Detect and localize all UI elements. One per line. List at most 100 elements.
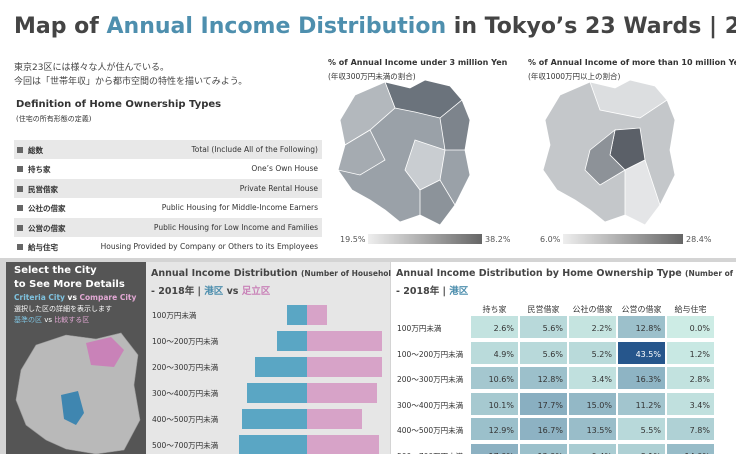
ownership-key: 民営借家: [17, 184, 58, 194]
bar-compare: [307, 331, 382, 351]
ownership-row: 公社の借家 Public Housing for Middle-Income Ea…: [14, 198, 322, 217]
category-label: 400～500万円未満: [152, 414, 219, 424]
row-label: 300～400万円未満: [397, 400, 464, 410]
selector-title-line: Select the City: [14, 265, 97, 276]
heatmap-cell: 8.1%: [617, 442, 666, 454]
selector-line: Criteria City vs Compare City: [14, 293, 136, 302]
maps: [337, 79, 683, 244]
map-subtitle: (年収1000万円以上の割合): [528, 72, 621, 81]
row-label: 100～200万円未満: [397, 349, 464, 359]
heatmap-cell: 2.6%: [470, 315, 519, 339]
vs: vs: [42, 316, 55, 324]
bar-criteria: [242, 409, 307, 429]
selector-map: [15, 332, 141, 454]
heatmap-title: Annual Income Distribution by Home Owner…: [396, 268, 736, 279]
compare: 比較する区: [54, 316, 90, 324]
compare: Compare City: [79, 293, 137, 302]
ownership-row: 総数 Total (Include All of the Following): [14, 140, 322, 159]
section-title: Definition of Home Ownership Types: [16, 99, 222, 110]
title-part: Map of: [14, 14, 107, 39]
heatmap-cell: 5.6%: [519, 315, 568, 339]
map-title: % of Annual Income of more than 10 milli…: [528, 58, 736, 67]
ownership-key: 持ち家: [17, 165, 51, 175]
heatmap-cell: 10.6%: [470, 366, 519, 390]
heatmap-cell: 12.9%: [519, 442, 568, 454]
title-part: in Tokyo’s 23 Wards | 2018: [453, 14, 736, 39]
category-label: 500～700万円未満: [152, 440, 219, 450]
ownership-row: 給与住宅 Housing Provided by Company or Other…: [14, 237, 322, 256]
legend-compare: 足立区: [241, 286, 271, 297]
section-subtitle: (住宅の所有形態の定義): [16, 115, 92, 123]
title-note: (Number of Households): [685, 269, 736, 278]
category-label: 200～300万円未満: [152, 362, 219, 372]
heatmap-cell: 2.2%: [568, 315, 617, 339]
bar-criteria: [239, 435, 307, 454]
row-label: 200～300万円未満: [397, 375, 464, 384]
subtitle-part: - 2018年 |: [151, 286, 205, 297]
category-label: 100～200万円未満: [152, 336, 219, 346]
heatmap-cell: 17.7%: [519, 391, 568, 416]
column-header: 民営借家: [527, 305, 560, 314]
heatmap-cell: 3.4%: [568, 366, 617, 390]
category-label: 100万円未満: [152, 310, 197, 320]
heatmap-cell: 0.0%: [666, 315, 715, 339]
heatmap-cell: 17.0%: [470, 442, 519, 454]
ownership-row: 公営の借家 Public Housing for Low Income and F…: [14, 217, 322, 237]
legend-min: 19.5%: [340, 235, 366, 244]
heatmap-cell: 5.5%: [617, 417, 666, 441]
pyramid-title: Annual Income Distribution (Number of Ho…: [151, 268, 404, 279]
heatmap-cell: 9.4%: [568, 442, 617, 454]
pyramid-chart: 100万円未満 100～200万円未満 200～300万円未満 300～400万円未満…: [152, 305, 382, 454]
map-title: % of Annual Income under 3 million Yen: [328, 58, 508, 67]
heatmap-cell: 4.9%: [470, 340, 519, 365]
heatmap-cell: 5.6%: [519, 340, 568, 365]
ownership-desc: Public Housing for Low Income and Famili…: [153, 222, 318, 232]
ownership-desc: Total (Include All of the Following): [191, 145, 318, 154]
criteria: 基準の区: [14, 316, 42, 324]
ownership-key: 総数: [17, 146, 43, 155]
ownership-desc: Private Rental House: [239, 183, 318, 193]
heatmap-cell: 3.4%: [666, 391, 715, 416]
title-highlight: Annual Income Distribution: [106, 14, 447, 39]
ownership-key: 給与住宅: [17, 243, 58, 252]
bar-criteria: [247, 383, 307, 403]
subtitle-ward: 港区: [449, 286, 469, 297]
ownership-key: 公社の借家: [17, 204, 66, 214]
heatmap-cell: 10.1%: [470, 391, 519, 416]
column-header: 持ち家: [482, 305, 507, 314]
selector-line: 基準の区 vs 比較する区: [14, 315, 89, 325]
bar-compare: [307, 409, 362, 429]
heatmap-cell: 16.7%: [519, 417, 568, 441]
column-header: 公社の借家: [572, 305, 613, 314]
ownership-row: 持ち家 One’s Own House: [14, 159, 322, 178]
selector-line: 選択した区の詳細を表示します: [14, 305, 112, 313]
title: Map of Annual Income Distribution in Tok…: [14, 14, 736, 39]
row-label: 400～500万円未満: [397, 426, 464, 435]
category-label: 300～400万円未満: [152, 388, 219, 398]
heatmap-cell: 12.8%: [617, 315, 666, 339]
column-header: 給与住宅: [674, 305, 707, 314]
ownership-key: 公営の借家: [17, 223, 66, 233]
vs: vs: [64, 293, 80, 302]
ownership-desc: Housing Provided by Company or Others to…: [100, 242, 318, 251]
title-main: Annual Income Distribution by Home Owner…: [396, 268, 682, 279]
heatmap-cell: 16.3%: [617, 366, 666, 390]
legend-min: 6.0%: [540, 235, 561, 244]
row-label: 500～700万円未満: [397, 451, 463, 454]
ownership-desc: Public Housing for Middle-Income Earners: [161, 203, 318, 213]
heatmap-cell: 7.8%: [666, 417, 715, 441]
subtitle-part: - 2018年 |: [396, 286, 450, 297]
heatmap-cell: 12.8%: [519, 366, 568, 390]
heatmap-cell: 2.8%: [666, 366, 715, 390]
row-label: 100万円未満: [397, 324, 442, 333]
map-low: [337, 79, 471, 226]
column-header: 公営の借家: [621, 305, 662, 314]
heatmap-subtitle: - 2018年 | 港区: [396, 283, 468, 297]
heatmap-cell: 11.2%: [617, 391, 666, 416]
heatmap-cell: 43.5%: [617, 340, 666, 365]
selector-title: Select the City to See More Details: [14, 264, 125, 292]
bar-compare: [307, 435, 379, 454]
bar-compare: [307, 383, 377, 403]
intro: 東京23区には様々な人が住んでいる。: [14, 63, 170, 73]
